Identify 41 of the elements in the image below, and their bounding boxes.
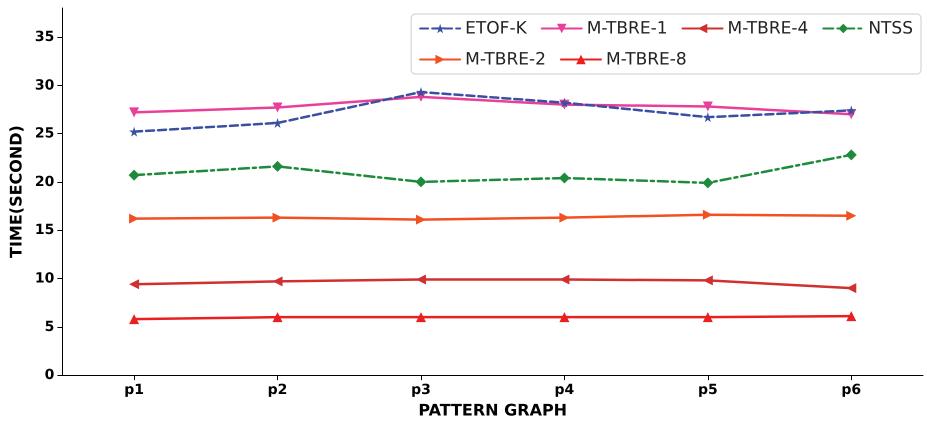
x-tick-label: p4: [554, 382, 575, 398]
point: [128, 170, 140, 181]
point: [272, 160, 284, 172]
y-tick-label: 10: [34, 270, 55, 286]
x-tick-label: p5: [698, 382, 718, 398]
y-tick-label: 0: [44, 367, 55, 384]
y-tick-label: 25: [34, 126, 54, 142]
y-tick-label: 35: [34, 28, 54, 45]
point: [129, 314, 140, 324]
point: [129, 279, 140, 290]
point: [416, 87, 426, 98]
y-tick-label: 30: [34, 77, 55, 94]
point: [846, 210, 856, 221]
point: [846, 311, 856, 322]
point: [272, 312, 283, 322]
y-tick-label: 5: [44, 318, 54, 335]
legend-label: M-TBRE-8: [606, 50, 687, 70]
legend-label: ETOF-K: [465, 18, 528, 38]
y-tick-label: 15: [34, 222, 54, 238]
legend-label: M-TBRE-2: [465, 50, 546, 70]
point: [272, 102, 283, 113]
legend-label: NTSS: [868, 18, 914, 38]
legend-label: M-TBRE-1: [586, 18, 668, 38]
y-axis-title: TIME(SECOND): [6, 125, 26, 258]
point: [846, 105, 856, 116]
point: [416, 312, 426, 322]
x-tick-label: p6: [841, 382, 862, 398]
x-tick-label: p3: [411, 382, 431, 398]
point: [702, 102, 713, 112]
point: [558, 172, 570, 184]
x-axis-title: PATTERN GRAPH: [418, 400, 568, 420]
point: [702, 177, 714, 188]
legend-label: M-TBRE-4: [728, 18, 808, 38]
point: [702, 312, 713, 322]
x-tick-label: p1: [124, 382, 144, 398]
point: [846, 149, 857, 160]
y-tick-label: 20: [34, 174, 55, 190]
point: [559, 312, 570, 322]
point: [129, 107, 140, 118]
point: [415, 176, 426, 188]
x-tick-label: p2: [268, 382, 288, 398]
